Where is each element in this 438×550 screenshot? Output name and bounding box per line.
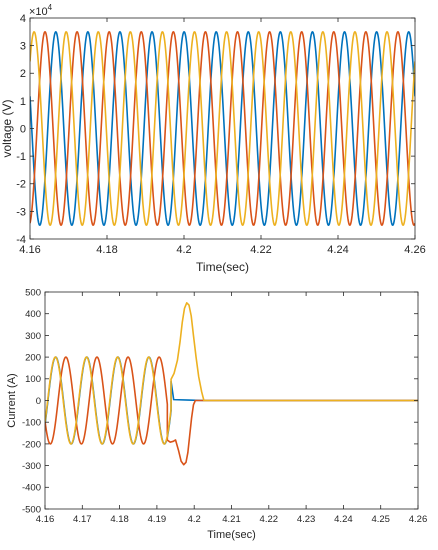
voltage-plot: 4.16 4.18 4.2 4.22 4.24 4.26 -4 -3 -2 -1 0 1 2 3 4 ×10… — [0, 3, 426, 274]
x-tick-label: 4.24 — [334, 514, 353, 525]
y-tick-label: -400 — [22, 483, 41, 494]
y-tick-label: 100 — [25, 374, 41, 385]
y-tick-label: 3 — [20, 41, 26, 53]
voltage-y-axis-label: voltage (V) — [0, 99, 14, 157]
exponent-base: ×10 — [29, 6, 48, 18]
series-line-3 — [30, 31, 415, 226]
current-y-axis-label: Current (A) — [6, 373, 18, 427]
x-tick-label: 4.22 — [250, 244, 271, 256]
voltage-series-group — [30, 31, 415, 226]
y-tick-label: 500 — [25, 287, 41, 298]
current-series-group — [45, 302, 418, 466]
current-plot: 4.16 4.17 4.18 4.19 4.2 4.21 4.22 4.23 4.24 4.25 4… — [6, 287, 427, 541]
series-line-3 — [45, 302, 418, 445]
x-tick-label: 4.26 — [409, 514, 428, 525]
y-tick-label: 2 — [20, 68, 26, 80]
y-tick-label: -3 — [16, 206, 26, 218]
y-tick-label: 1 — [20, 96, 26, 108]
x-tick-label: 4.19 — [148, 514, 167, 525]
voltage-ticks: 4.16 4.18 4.2 4.22 4.24 4.26 -4 -3 -2 -1 0 1 2 3 4 — [16, 13, 425, 256]
y-tick-label: -300 — [22, 461, 41, 472]
y-tick-label: 200 — [25, 353, 41, 364]
y-tick-label: -4 — [16, 234, 26, 246]
x-tick-label: 4.18 — [110, 514, 129, 525]
y-tick-label: 400 — [25, 309, 41, 320]
current-ticks: 4.16 4.17 4.18 4.19 4.2 4.21 4.22 4.23 4.24 4.25 4… — [22, 287, 427, 525]
y-tick-label: -500 — [22, 504, 41, 515]
current-x-axis-label: Time(sec) — [207, 529, 255, 541]
x-tick-label: 4.17 — [73, 514, 92, 525]
y-tick-label: -100 — [22, 418, 41, 429]
y-tick-label: -2 — [16, 179, 26, 191]
x-tick-label: 4.26 — [404, 244, 425, 256]
y-tick-label: 300 — [25, 331, 41, 342]
voltage-exponent-label: ×104 — [29, 3, 53, 18]
y-tick-label: 4 — [20, 13, 26, 25]
y-tick-label: -200 — [22, 439, 41, 450]
series-line-2 — [30, 31, 415, 226]
x-tick-label: 4.23 — [297, 514, 316, 525]
x-tick-label: 4.16 — [19, 244, 40, 256]
x-tick-label: 4.25 — [371, 514, 390, 525]
x-tick-label: 4.2 — [188, 514, 201, 525]
x-tick-label: 4.2 — [176, 244, 191, 256]
y-tick-label: -1 — [16, 151, 26, 163]
x-tick-label: 4.18 — [96, 244, 117, 256]
exponent-power: 4 — [48, 3, 53, 12]
x-tick-label: 4.21 — [222, 514, 241, 525]
x-tick-label: 4.16 — [36, 514, 55, 525]
series-line-1 — [30, 31, 415, 226]
x-tick-label: 4.24 — [327, 244, 348, 256]
x-tick-label: 4.22 — [260, 514, 279, 525]
y-tick-label: 0 — [36, 396, 41, 407]
voltage-x-axis-label: Time(sec) — [196, 260, 249, 274]
y-tick-label: 0 — [20, 123, 26, 135]
